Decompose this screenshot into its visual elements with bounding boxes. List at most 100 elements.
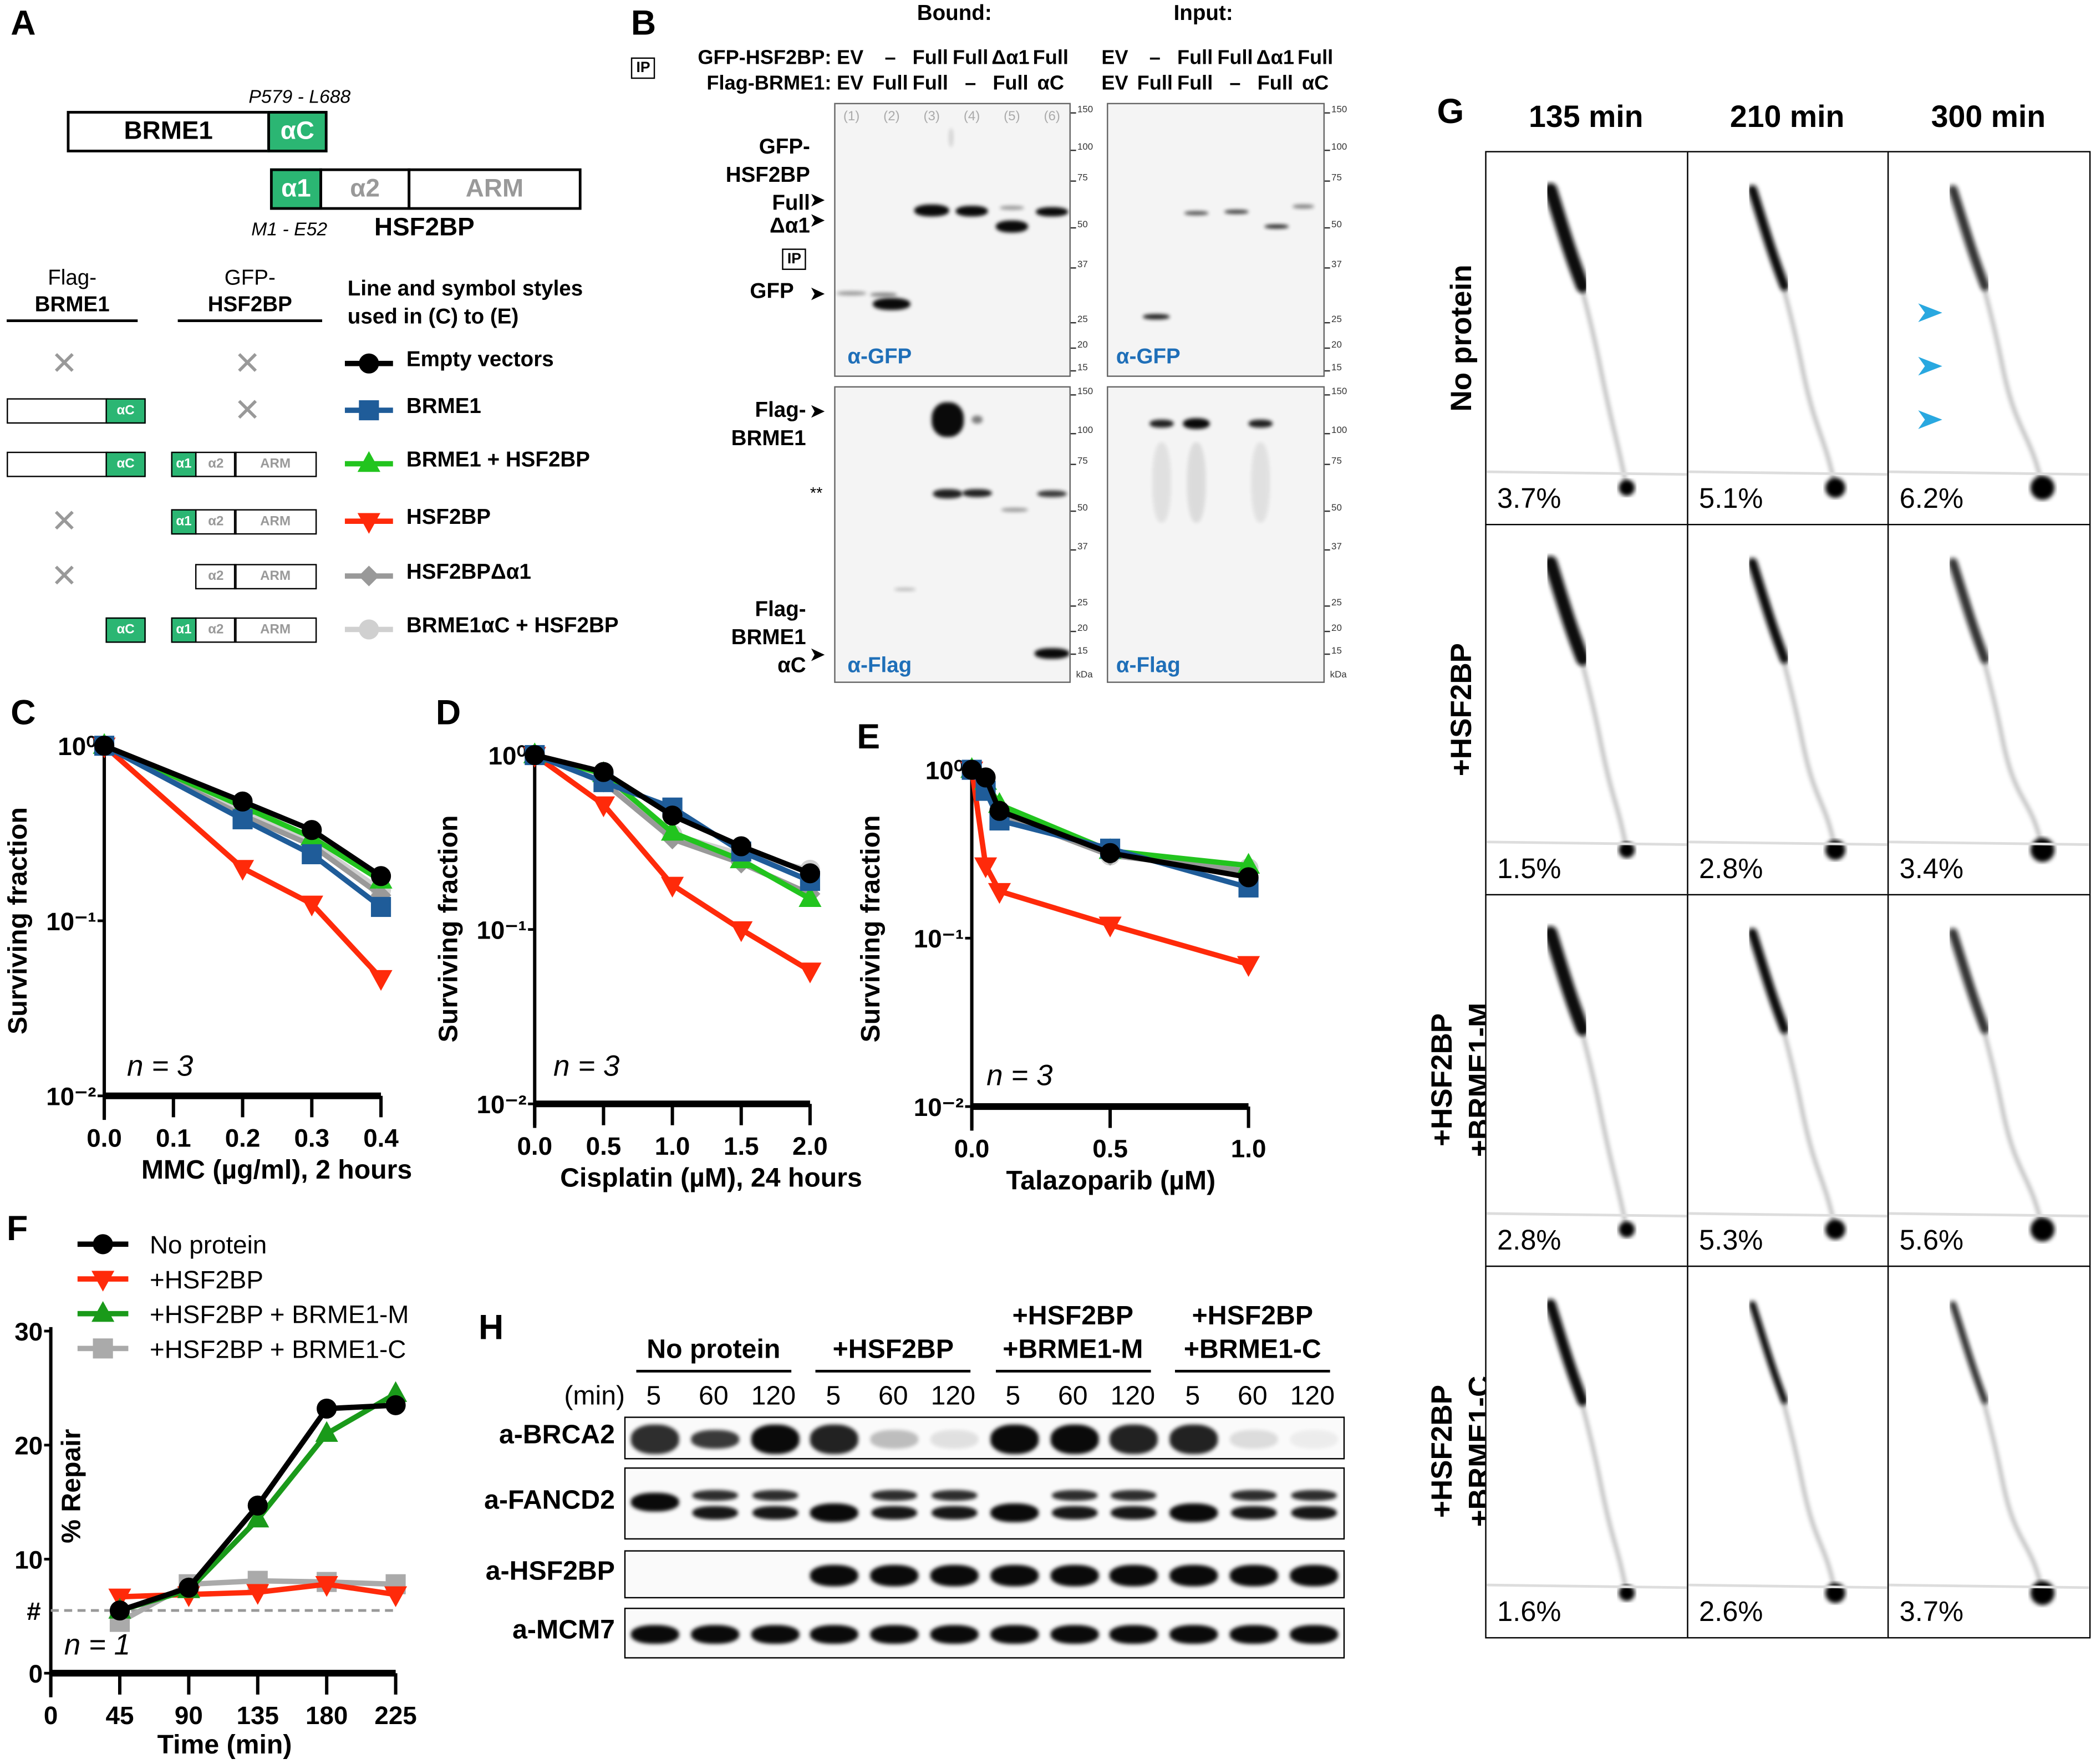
- data-point: [800, 863, 820, 884]
- background-line: [1889, 1212, 2089, 1218]
- background-line: [1688, 470, 1888, 476]
- dna-curtain-image: 5.6%: [1887, 894, 2091, 1267]
- x-tick-label: 1.5: [724, 1132, 759, 1160]
- protein-cluster: [1544, 183, 1590, 293]
- y-tick-label: 10⁰: [925, 756, 964, 784]
- protein-band: [1184, 210, 1209, 215]
- protein-cluster: [1545, 1299, 1588, 1406]
- antibody-label: a-FANCD2: [484, 1486, 615, 1516]
- protein-cluster: [1747, 928, 1789, 1034]
- panel-label-a: A: [11, 2, 36, 43]
- protein-band: [1229, 1625, 1278, 1644]
- marker-label: 15: [1331, 363, 1342, 373]
- marker-label: 25: [1331, 315, 1342, 325]
- chart-f: 0 45 90 135 180 225 30 20 10 0 Time (min) % Repair n…: [14, 1318, 417, 1760]
- data-point: [370, 866, 391, 886]
- data-point: [232, 791, 253, 812]
- label-line: GFP-: [759, 136, 810, 159]
- legend-marker: [359, 353, 379, 374]
- marker-label: 100: [1331, 426, 1347, 436]
- protein-band: [962, 489, 992, 497]
- dna-molecule-image: [1889, 1301, 2089, 1605]
- repair-percentage: 3.7%: [1899, 1597, 1964, 1628]
- protein-band: [692, 1490, 738, 1501]
- marker-tick: [1325, 370, 1330, 372]
- repair-percentage: 5.1%: [1698, 483, 1763, 515]
- background-line: [1688, 840, 1888, 846]
- legend-title: Line and symbol styles used in (C) to (E…: [348, 276, 583, 332]
- panel-label-g: G: [1437, 90, 1464, 131]
- series-line: [102, 743, 383, 980]
- data-point: [798, 962, 822, 983]
- sample-size-annotation: n = 3: [127, 1050, 194, 1083]
- marker-label: 100: [1077, 142, 1093, 152]
- arrow-gfp: ➤: [810, 283, 825, 304]
- background-line: [1688, 1583, 1888, 1589]
- protein-cluster: [1544, 555, 1590, 666]
- timepoint-label: 5: [1005, 1381, 1021, 1411]
- marker-label: 150: [1077, 105, 1093, 115]
- protein-cluster: [1948, 185, 1990, 291]
- marker-tick: [1325, 322, 1330, 324]
- background-line: [1889, 1583, 2089, 1589]
- series-empty-vectors: [961, 759, 1259, 888]
- x-tick-label: 0.5: [1092, 1135, 1128, 1163]
- marker-tick: [1070, 149, 1076, 151]
- marker-label: 37: [1331, 261, 1342, 270]
- column-header-line2: HSF2BP: [207, 294, 292, 317]
- marker-label: 50: [1077, 503, 1088, 513]
- protein-cluster: [1948, 928, 1990, 1034]
- data-point: [317, 1398, 337, 1419]
- protein-band: [1229, 1430, 1278, 1449]
- flag-brme1-blot-label: Flag- BRME1: [722, 397, 806, 453]
- brme1-domain: BRME1: [67, 111, 270, 152]
- panel-label-e: E: [857, 716, 881, 757]
- baseline-label: #: [27, 1597, 40, 1625]
- time-unit-label: (min): [564, 1381, 625, 1411]
- sample-size-annotation: n = 3: [986, 1059, 1053, 1092]
- lane-number: (3): [923, 109, 940, 125]
- protein-cluster: [1544, 926, 1590, 1036]
- legend-label: No protein: [150, 1231, 267, 1259]
- input-header: Input:: [1173, 2, 1233, 26]
- protein-cluster: [1950, 1301, 1988, 1404]
- protein-band: [1111, 1506, 1157, 1520]
- dna-molecule-image: [1889, 928, 2089, 1242]
- dna-curtain-image: 3.7%: [1887, 1265, 2091, 1639]
- legend-marker: [91, 1271, 115, 1292]
- protein-band: [1169, 1503, 1218, 1522]
- group-header: +HSF2BP: [832, 1335, 954, 1365]
- dna-curtain-image: 1.6%: [1485, 1265, 1688, 1639]
- column-header-line1: Flag-: [48, 267, 97, 290]
- protein-band: [690, 1430, 739, 1449]
- a1-domain: α1: [171, 451, 197, 477]
- x-tick-label: 0.0: [87, 1124, 122, 1152]
- antibody-label: a-MCM7: [512, 1615, 615, 1645]
- protein-band: [870, 1564, 919, 1587]
- a1-domain: α1: [171, 617, 197, 643]
- data-point: [660, 876, 684, 898]
- flag-condition: Full: [1177, 72, 1213, 95]
- y-tick-label: 10⁻¹: [914, 925, 964, 953]
- protein-band: [990, 1503, 1039, 1522]
- marker-tick: [1070, 605, 1076, 607]
- sample-size-annotation: n = 3: [553, 1050, 620, 1083]
- chart-d: 0.0 0.5 1.0 1.5 2.0 10⁰ 10⁻¹ 10⁻² Cisplatin (µM)…: [433, 742, 862, 1193]
- protein-band: [932, 1490, 978, 1501]
- x-axis-title: Talazoparib (µM): [1006, 1166, 1215, 1196]
- dna-curtain-image: 3.7%: [1485, 151, 1688, 526]
- legend-label: BRME1: [406, 395, 481, 419]
- protein-band: [752, 1506, 798, 1520]
- gfp-hsf2bp-blot-label: GFP- HSF2BP Full Δα1: [722, 134, 810, 241]
- protein-band: [1152, 442, 1171, 523]
- full-label: Full: [772, 192, 810, 216]
- hsf2bp-range-label: M1 - E52: [251, 217, 328, 239]
- marker-tick: [1070, 112, 1076, 114]
- timepoint-label: 60: [878, 1381, 908, 1411]
- legend-marker: [357, 513, 380, 534]
- panel-label-c: C: [11, 692, 36, 733]
- legend-marker: [93, 1234, 113, 1255]
- hsf2bp-arm-domain: ARM: [408, 168, 582, 210]
- x-axis-title: Time (min): [157, 1730, 292, 1760]
